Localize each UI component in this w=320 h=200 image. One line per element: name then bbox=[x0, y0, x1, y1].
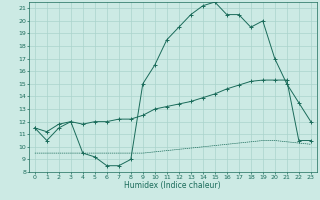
X-axis label: Humidex (Indice chaleur): Humidex (Indice chaleur) bbox=[124, 181, 221, 190]
